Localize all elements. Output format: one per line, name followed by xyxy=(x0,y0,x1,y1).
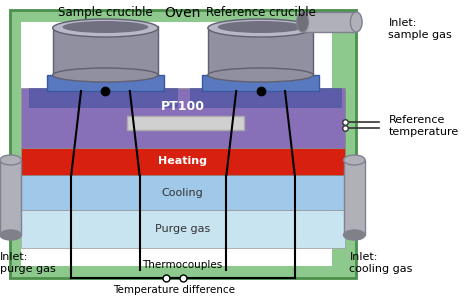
Ellipse shape xyxy=(344,230,365,240)
Bar xyxy=(344,160,365,235)
Bar xyxy=(47,75,164,91)
Ellipse shape xyxy=(63,21,148,33)
Text: Heating: Heating xyxy=(158,156,207,167)
Text: Cooling: Cooling xyxy=(162,187,203,198)
Text: Purge gas: Purge gas xyxy=(155,224,210,234)
Ellipse shape xyxy=(0,230,21,240)
Ellipse shape xyxy=(0,155,21,165)
Text: Reference
temperature: Reference temperature xyxy=(389,115,459,136)
Ellipse shape xyxy=(350,12,362,32)
Bar xyxy=(53,26,158,75)
Bar xyxy=(208,26,313,75)
Text: Thermocouples: Thermocouples xyxy=(142,260,223,270)
Text: Inlet:
cooling gas: Inlet: cooling gas xyxy=(349,252,413,274)
Text: Reference crucible: Reference crucible xyxy=(206,6,316,19)
Bar xyxy=(332,22,346,266)
Bar xyxy=(302,12,356,32)
Ellipse shape xyxy=(208,68,313,82)
Bar xyxy=(21,88,345,148)
Text: Oven: Oven xyxy=(164,6,201,20)
Ellipse shape xyxy=(218,21,303,33)
Bar xyxy=(21,22,345,266)
Bar xyxy=(127,116,244,130)
Text: Inlet:
purge gas: Inlet: purge gas xyxy=(0,252,56,274)
Bar xyxy=(191,88,342,108)
Ellipse shape xyxy=(53,68,158,82)
Ellipse shape xyxy=(53,19,158,37)
Bar xyxy=(21,210,345,248)
Bar xyxy=(29,88,178,108)
Ellipse shape xyxy=(208,19,313,37)
Text: PT100: PT100 xyxy=(161,100,204,113)
Bar xyxy=(0,160,21,235)
Bar xyxy=(202,75,319,91)
Bar xyxy=(10,10,356,278)
Text: Inlet:
sample gas: Inlet: sample gas xyxy=(389,18,452,40)
Ellipse shape xyxy=(297,12,309,32)
Text: Sample crucible: Sample crucible xyxy=(58,6,153,19)
Bar xyxy=(21,148,345,175)
Ellipse shape xyxy=(344,155,365,165)
Bar xyxy=(21,175,345,210)
Text: Temperature difference: Temperature difference xyxy=(113,285,235,295)
